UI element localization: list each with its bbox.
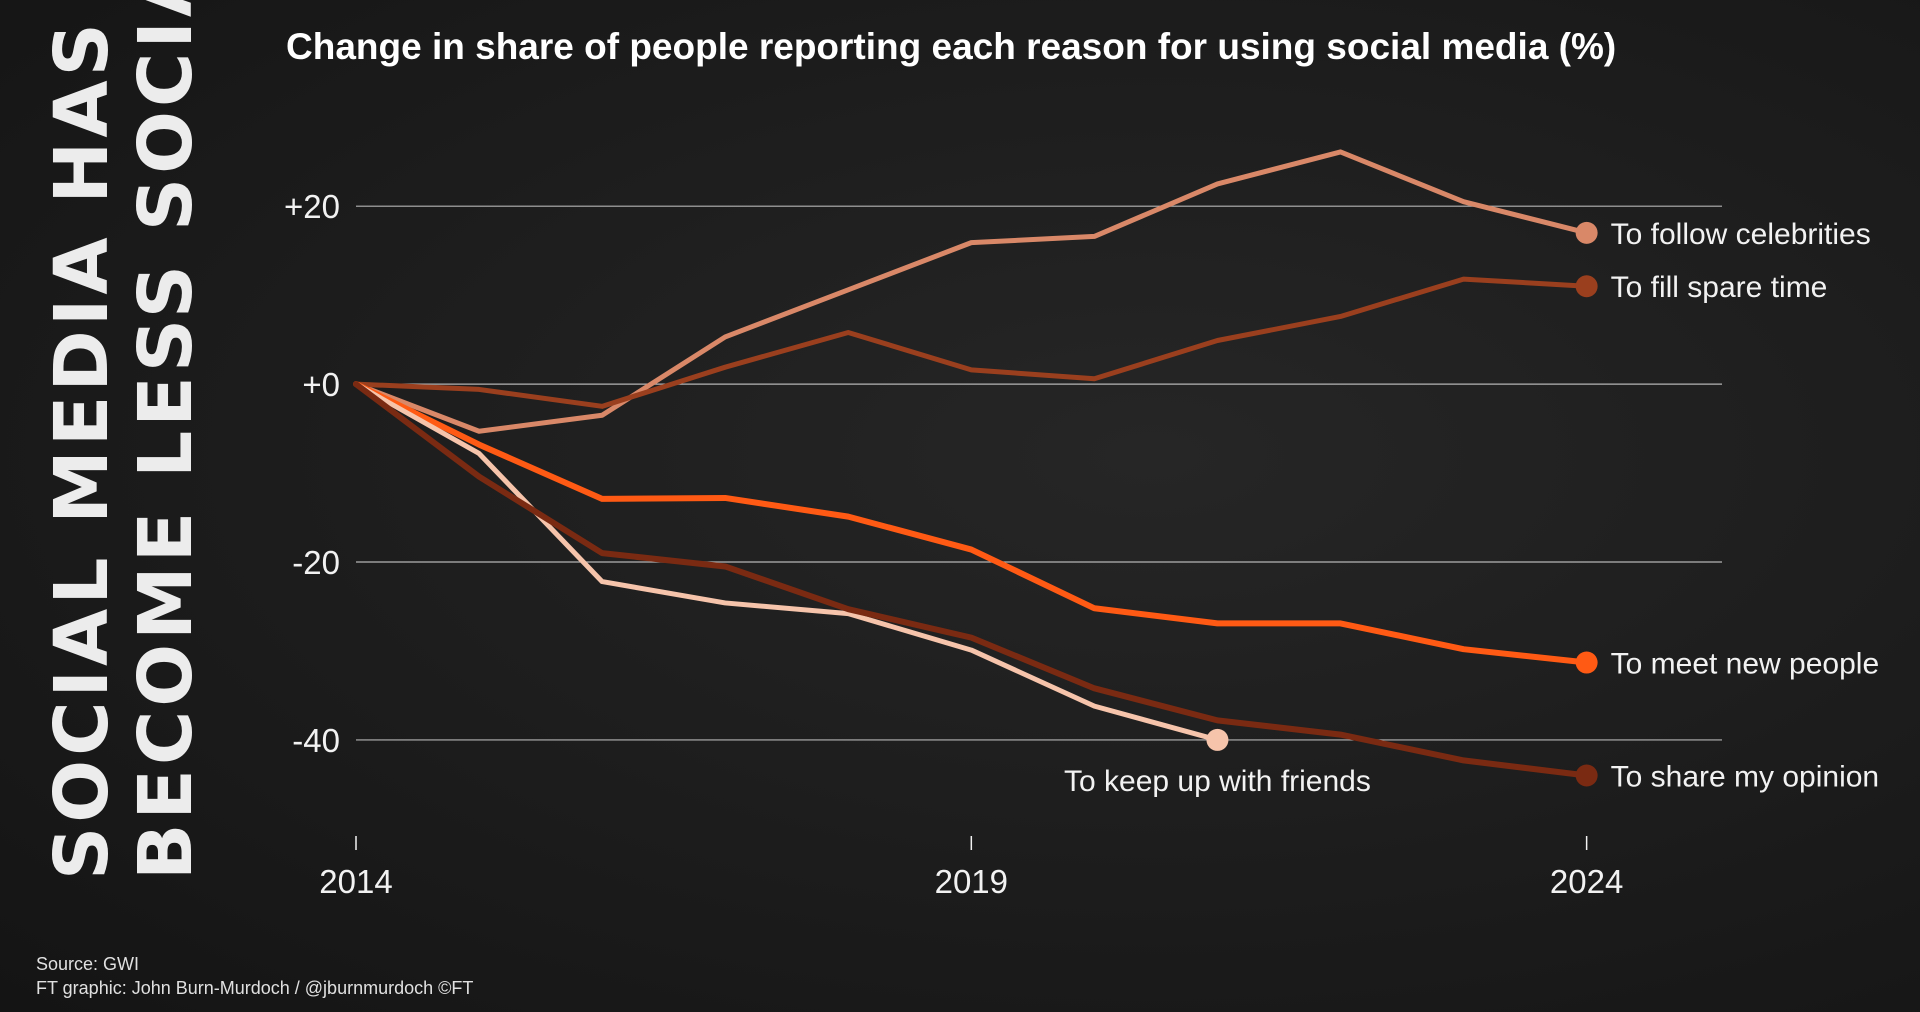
series-label: To keep up with friends (1064, 765, 1371, 798)
x-tick-label: 2019 (935, 863, 1008, 900)
source-note: Source: GWI (36, 954, 140, 974)
series-end-point (1575, 221, 1598, 244)
y-tick-label: -40 (292, 722, 340, 759)
series-label: To share my opinion (1611, 761, 1879, 794)
series-end-point (1206, 728, 1229, 751)
series-label: To follow celebrities (1611, 218, 1871, 251)
y-tick-label: +20 (284, 188, 340, 225)
footer: Source: GWI FT graphic: John Burn-Murdoc… (36, 952, 473, 1000)
series-line (353, 149, 1590, 434)
x-tick-label: 2024 (1550, 863, 1623, 900)
series-line (353, 381, 1220, 743)
y-tick-label: -20 (292, 544, 340, 581)
series-end-point (1575, 764, 1598, 787)
chart-title: Change in share of people reporting each… (286, 26, 1617, 67)
x-tick-label: 2014 (319, 863, 392, 900)
series-line (353, 381, 1590, 666)
series-label: To meet new people (1611, 648, 1880, 681)
credit-note: FT graphic: John Burn-Murdoch / @jburnmu… (36, 978, 474, 998)
series-label: To fill spare time (1611, 271, 1828, 304)
series-end-point (1575, 651, 1598, 674)
series-end-point (1575, 275, 1598, 298)
y-tick-label: +0 (302, 366, 340, 403)
series-line (353, 276, 1590, 409)
series-line (353, 381, 1590, 779)
